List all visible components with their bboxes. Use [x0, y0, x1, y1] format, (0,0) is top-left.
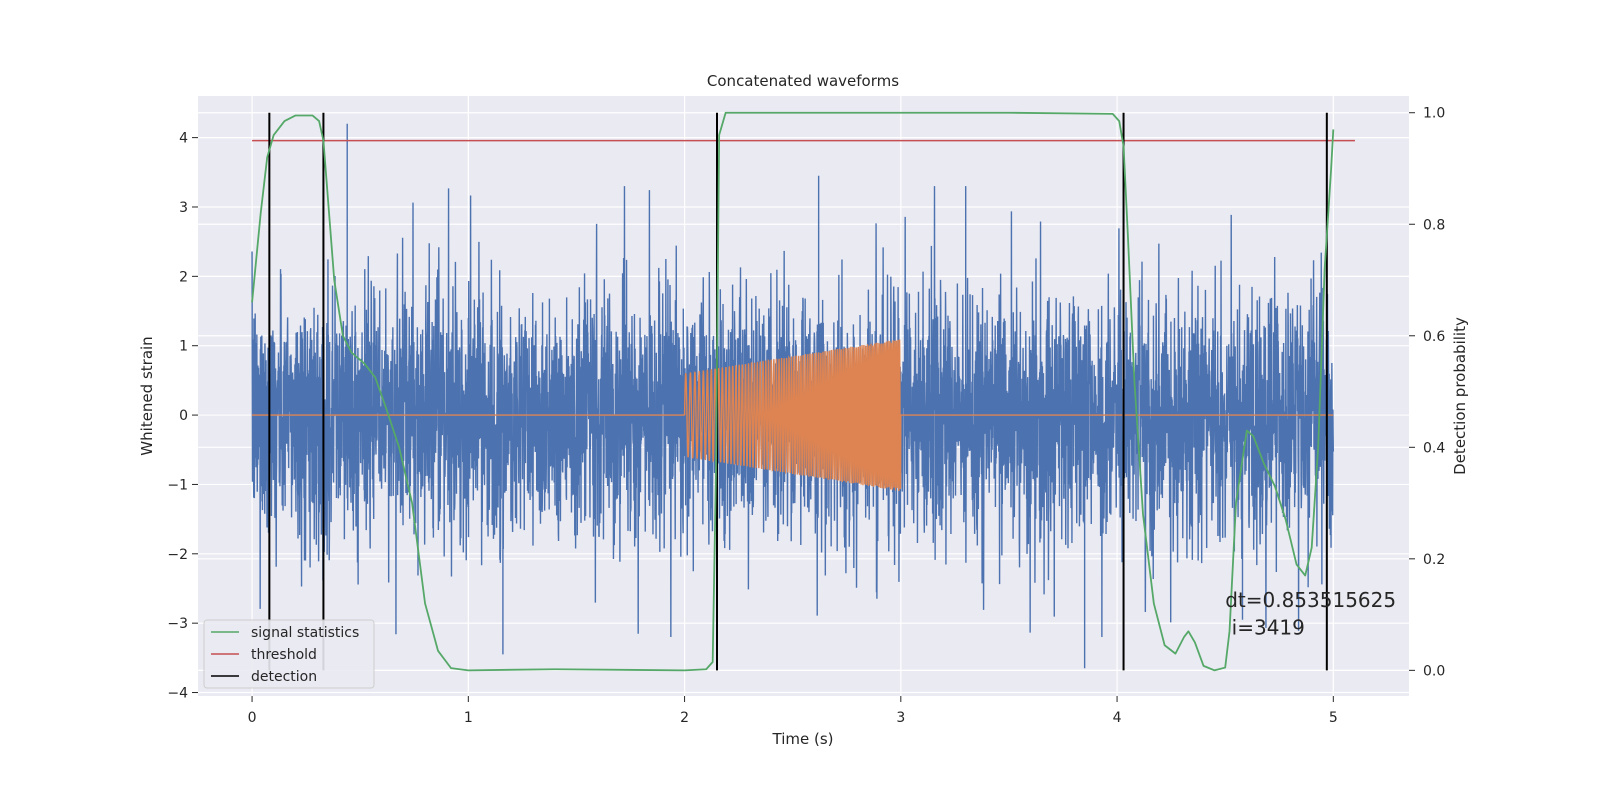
y-tick-label: 4	[179, 131, 188, 147]
series-noise-line	[251, 123, 1335, 669]
x-tick-label: 5	[1329, 710, 1338, 726]
y-tick-label: −2	[167, 547, 188, 563]
y-tick-label: −3	[167, 616, 188, 632]
y-tick-label: 3	[179, 200, 188, 216]
chart-title: Concatenated waveforms	[707, 72, 899, 90]
annotation-i: i=3419	[1232, 615, 1305, 639]
y2-axis-title: Detection probability	[1451, 317, 1469, 475]
x-tick-label: 1	[464, 710, 473, 726]
x-tick-label: 0	[248, 710, 257, 726]
legend-label-detection: detection	[251, 669, 317, 685]
annotation-dt: dt=0.853515625	[1225, 588, 1396, 612]
y2-tick-label: 0.8	[1423, 217, 1445, 233]
y-tick-label: 1	[179, 339, 188, 355]
y-tick-label: −4	[167, 686, 188, 702]
y2-tick-label: 1.0	[1423, 106, 1445, 122]
y2-tick-label: 0.2	[1423, 552, 1445, 568]
legend-label-threshold: threshold	[251, 647, 317, 663]
y-tick-label: 0	[179, 408, 188, 424]
x-axis-title: Time (s)	[772, 730, 834, 748]
y2-tick-label: 0.4	[1423, 440, 1445, 456]
series-signal-statistics-line	[251, 111, 1335, 672]
y2-tick-label: 0.0	[1423, 663, 1445, 679]
x-axis: 0 1 2 3 4 5	[248, 696, 1338, 726]
series-layer	[251, 111, 1355, 672]
legend: signal statistics threshold detection	[203, 619, 375, 689]
legend-label-signal: signal statistics	[251, 625, 359, 641]
x-tick-label: 2	[680, 710, 689, 726]
y-axis-right: 0.0 0.2 0.4 0.6 0.8 1.0	[1409, 106, 1445, 679]
x-tick-label: 4	[1113, 710, 1122, 726]
y-tick-label: 2	[179, 269, 188, 285]
x-tick-label: 3	[896, 710, 905, 726]
y-axis-title: Whitened strain	[138, 336, 156, 455]
y-axis-left: −4 −3 −2 −1 0 1 2 3 4	[167, 131, 198, 702]
y2-tick-label: 0.6	[1423, 329, 1445, 345]
series-chirp-line	[252, 339, 1334, 492]
legend-box	[203, 619, 375, 689]
y-tick-label: −1	[167, 477, 188, 493]
